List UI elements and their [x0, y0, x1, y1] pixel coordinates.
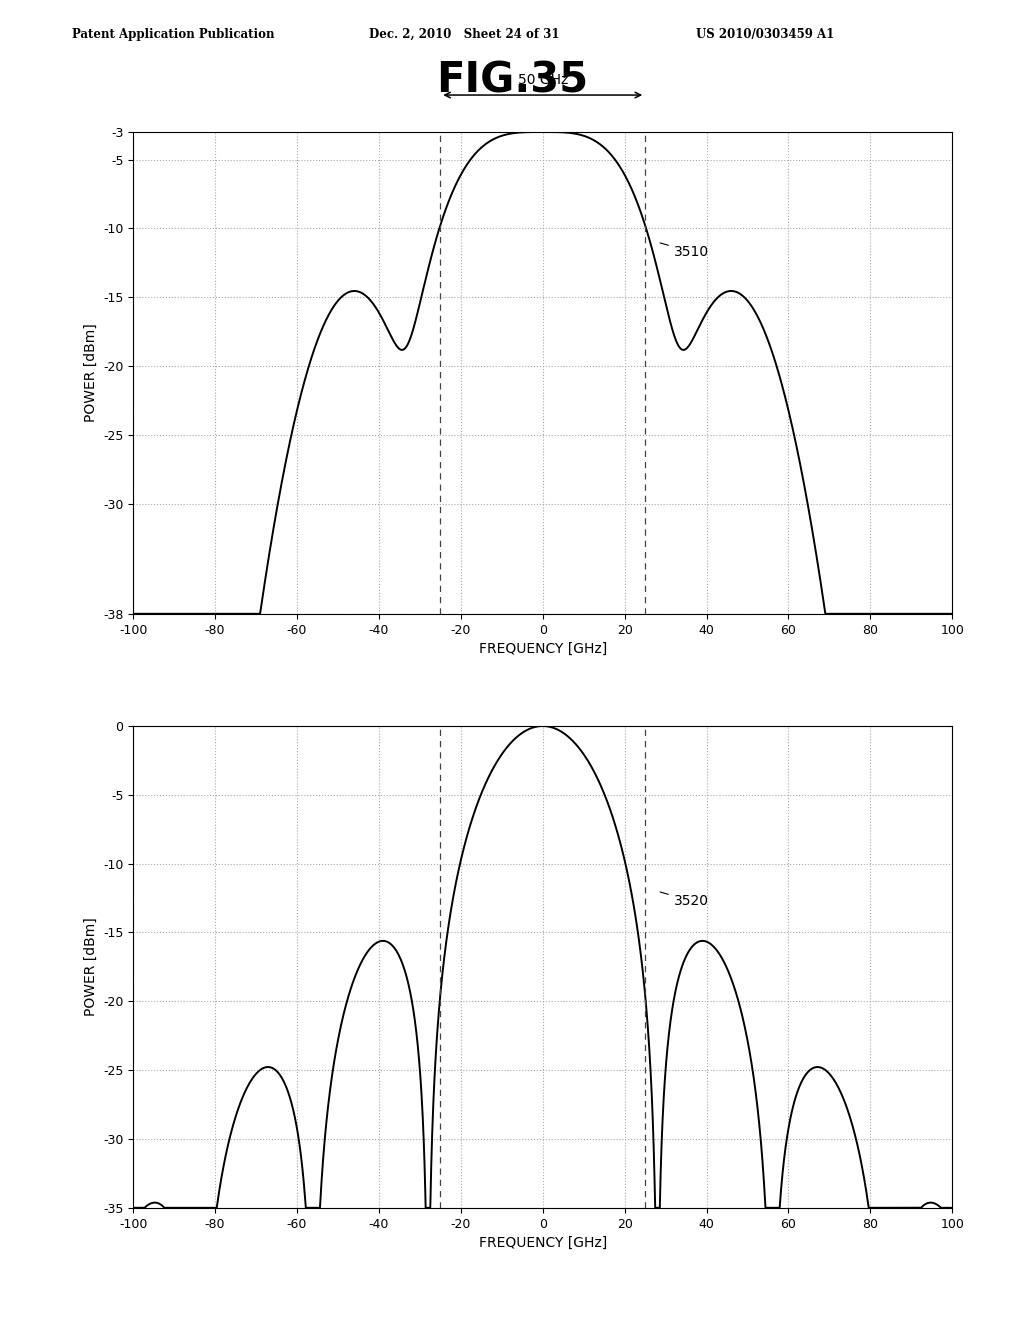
X-axis label: FREQUENCY [GHz]: FREQUENCY [GHz]	[478, 642, 607, 656]
Text: 3510: 3510	[660, 243, 709, 259]
Text: US 2010/0303459 A1: US 2010/0303459 A1	[696, 28, 835, 41]
Text: FIG.35: FIG.35	[436, 59, 588, 102]
Text: 50 GHz: 50 GHz	[517, 73, 568, 87]
Text: Patent Application Publication: Patent Application Publication	[72, 28, 274, 41]
Text: Dec. 2, 2010   Sheet 24 of 31: Dec. 2, 2010 Sheet 24 of 31	[369, 28, 559, 41]
Y-axis label: POWER [dBm]: POWER [dBm]	[84, 323, 97, 422]
X-axis label: FREQUENCY [GHz]: FREQUENCY [GHz]	[478, 1236, 607, 1250]
Y-axis label: POWER [dBm]: POWER [dBm]	[84, 917, 97, 1016]
Text: 3520: 3520	[660, 892, 709, 908]
